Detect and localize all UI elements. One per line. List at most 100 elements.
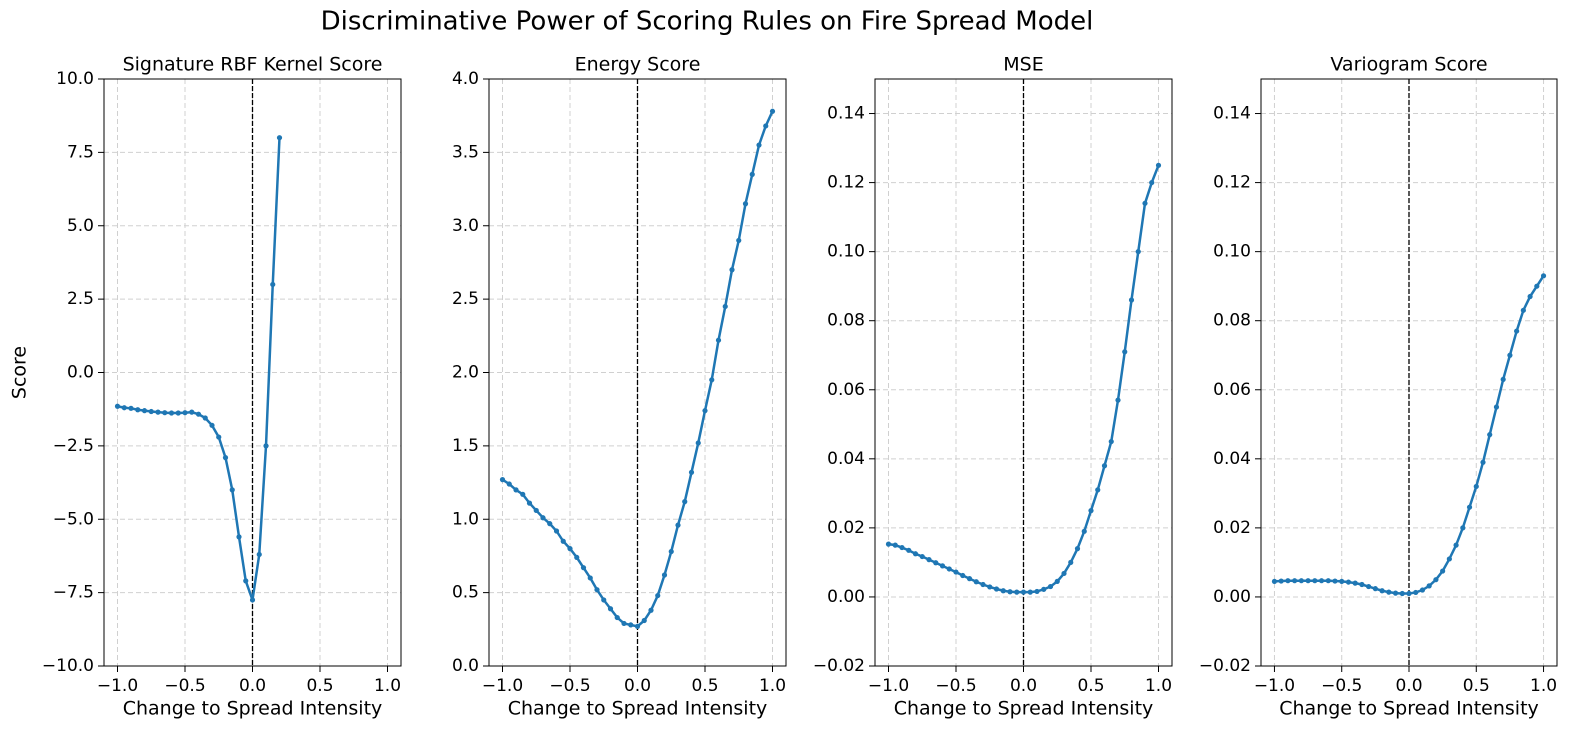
marker: [195, 411, 202, 417]
marker: [648, 607, 654, 613]
marker: [1352, 580, 1358, 586]
marker: [885, 541, 892, 547]
y-tick-label: −2.5: [53, 436, 94, 456]
marker: [1473, 483, 1479, 490]
marker: [695, 440, 701, 446]
x-tick-label: 0.0: [1010, 676, 1037, 696]
y-tick-label: 3.0: [452, 216, 479, 236]
marker: [899, 544, 905, 551]
marker: [1520, 307, 1526, 313]
marker: [1372, 586, 1378, 592]
marker: [736, 237, 742, 244]
marker: [1115, 397, 1121, 403]
marker: [926, 557, 932, 563]
marker: [960, 572, 966, 579]
marker: [1061, 570, 1067, 577]
y-tick-label: 0.14: [827, 104, 865, 124]
marker: [607, 606, 614, 612]
x-tick-label: 0.5: [1077, 676, 1104, 696]
marker: [1406, 590, 1412, 597]
y-tick-label: 0.10: [827, 242, 865, 262]
marker: [675, 522, 681, 528]
marker: [1155, 162, 1162, 168]
y-tick-label: 0.02: [827, 518, 865, 538]
marker: [1325, 578, 1331, 584]
marker: [655, 592, 661, 599]
y-tick-label: 0.0: [67, 363, 94, 383]
marker: [1332, 578, 1338, 584]
marker: [1399, 590, 1405, 597]
marker: [1446, 556, 1452, 562]
marker: [628, 622, 634, 628]
marker: [722, 303, 728, 310]
marker: [939, 563, 946, 569]
marker: [1081, 528, 1087, 534]
y-tick-label: 1.0: [452, 509, 479, 529]
marker: [533, 507, 539, 514]
y-tick-label: 2.5: [452, 289, 479, 309]
marker: [614, 614, 620, 621]
marker: [715, 337, 722, 343]
x-tick-label: 0.0: [1395, 676, 1422, 696]
y-tick-label: 0.08: [1213, 311, 1251, 331]
marker: [1292, 578, 1298, 584]
marker: [128, 405, 134, 411]
y-tick-label: 0.04: [827, 449, 865, 469]
x-tick-label: −1.0: [868, 676, 909, 696]
marker: [1278, 578, 1284, 584]
marker: [1339, 578, 1345, 585]
axes-frame: [488, 78, 787, 667]
marker: [1108, 438, 1114, 445]
y-tick-label: 3.5: [452, 142, 479, 162]
marker: [1101, 463, 1108, 469]
marker: [1014, 589, 1020, 595]
marker: [953, 569, 959, 575]
x-tick-label: 0.5: [1463, 676, 1490, 696]
x-tick-label: 0.0: [624, 676, 651, 696]
marker: [1054, 578, 1060, 585]
marker: [749, 171, 755, 177]
marker: [980, 581, 986, 588]
marker: [1493, 404, 1500, 410]
y-tick-label: 2.5: [67, 289, 94, 309]
marker: [520, 491, 526, 497]
marker: [1034, 588, 1040, 595]
marker: [216, 434, 222, 440]
x-axis-label: Change to Spread Intensity: [123, 698, 383, 720]
x-tick-label: −1.0: [482, 676, 523, 696]
y-tick-label: 2.0: [452, 363, 479, 383]
marker: [1426, 583, 1432, 589]
marker: [682, 499, 688, 505]
marker: [973, 579, 979, 585]
marker: [1359, 581, 1365, 588]
x-tick-label: −0.5: [935, 676, 976, 696]
marker: [560, 538, 566, 544]
y-tick-label: −7.5: [53, 583, 94, 603]
marker: [587, 575, 593, 581]
marker: [1068, 559, 1074, 566]
marker: [1392, 590, 1399, 596]
marker: [189, 409, 195, 415]
marker: [1128, 297, 1135, 303]
marker: [1413, 589, 1419, 596]
marker: [1095, 487, 1101, 493]
y-tick-label: 0.12: [827, 173, 865, 193]
x-tick-label: −1.0: [1254, 676, 1295, 696]
y-axis-label: Score: [9, 346, 31, 399]
marker: [594, 587, 600, 593]
marker: [1366, 583, 1372, 590]
y-tick-label: 0.06: [827, 380, 865, 400]
axes-frame: [1260, 78, 1558, 667]
marker: [141, 408, 148, 414]
x-axis-label: Change to Spread Intensity: [508, 698, 768, 720]
y-tick-label: 10.0: [56, 69, 94, 89]
marker: [987, 584, 993, 590]
y-tick-label: 0.10: [1213, 242, 1251, 262]
x-tick-label: 1.0: [1145, 676, 1172, 696]
y-tick-label: 0.04: [1213, 449, 1251, 469]
marker: [1041, 586, 1047, 592]
y-tick-label: 0.00: [1213, 587, 1251, 607]
marker: [182, 410, 188, 416]
marker: [933, 560, 939, 566]
marker: [756, 142, 762, 148]
